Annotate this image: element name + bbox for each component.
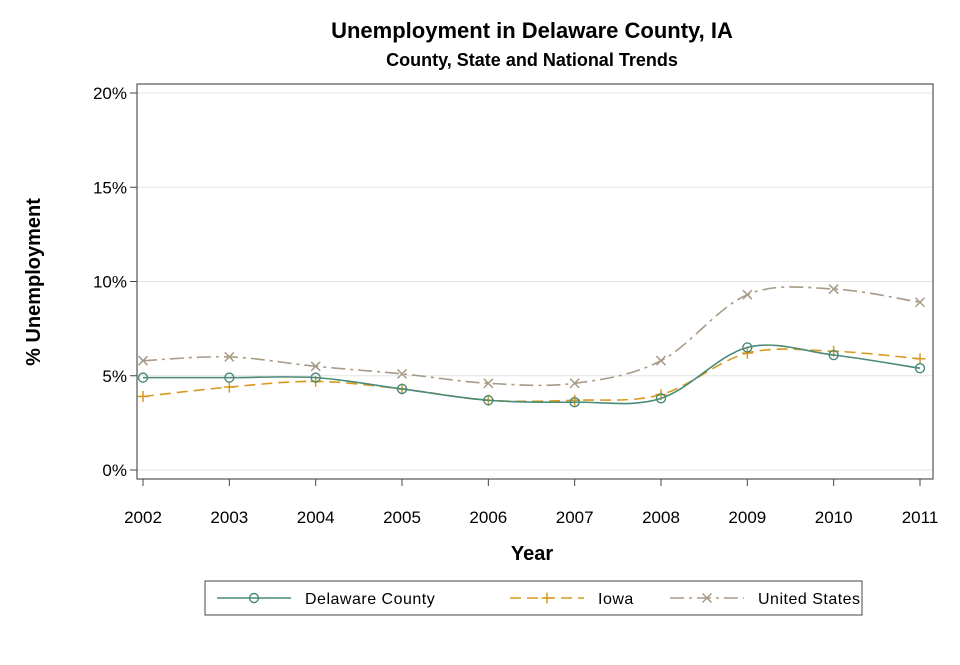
x-tick-label: 2008 bbox=[642, 508, 680, 527]
x-tick-label: 2007 bbox=[556, 508, 594, 527]
x-tick-label: 2004 bbox=[297, 508, 335, 527]
x-tick-label: 2009 bbox=[728, 508, 766, 527]
legend-item-united-states: United States bbox=[670, 591, 861, 608]
legend-label: United States bbox=[758, 591, 861, 608]
y-tick-label: 0% bbox=[102, 461, 127, 480]
data-point-delaware-county bbox=[914, 363, 926, 374]
data-point-united-states bbox=[569, 378, 580, 389]
data-point-united-states bbox=[483, 378, 494, 389]
y-axis: 0% 5% 10% 15% 20% bbox=[93, 84, 137, 480]
chart-title: Unemployment in Delaware County, IA bbox=[331, 18, 733, 43]
data-point-united-states bbox=[655, 355, 667, 366]
y-tick-label: 20% bbox=[93, 84, 127, 103]
y-axis-label: % Unemployment bbox=[23, 198, 45, 366]
y-tick-label: 15% bbox=[93, 178, 127, 197]
data-point-delaware-county bbox=[137, 372, 149, 383]
series-group bbox=[137, 284, 926, 408]
data-point-united-states bbox=[396, 368, 408, 379]
y-tick-label: 5% bbox=[102, 367, 127, 386]
data-point-delaware-county bbox=[396, 383, 408, 395]
x-tick-label: 2006 bbox=[469, 508, 507, 527]
data-point-united-states bbox=[310, 361, 321, 372]
data-point-iowa bbox=[914, 353, 926, 365]
x-tick-label: 2011 bbox=[902, 508, 939, 527]
series-line-united-states bbox=[142, 286, 921, 387]
data-point-united-states bbox=[224, 351, 235, 362]
legend-marker bbox=[248, 592, 260, 604]
x-tick-label: 2010 bbox=[815, 508, 853, 527]
legend-label: Delaware County bbox=[305, 591, 435, 608]
data-point-united-states bbox=[828, 284, 839, 295]
data-point-delaware-county bbox=[828, 349, 839, 361]
data-point-delaware-county bbox=[310, 372, 321, 383]
series-line-iowa bbox=[142, 348, 921, 403]
legend-marker bbox=[701, 592, 713, 604]
data-point-delaware-county bbox=[742, 342, 753, 353]
legend-marker bbox=[541, 592, 553, 604]
data-point-united-states bbox=[914, 297, 926, 308]
grid bbox=[137, 92, 933, 471]
x-tick-label: 2002 bbox=[124, 508, 162, 527]
data-point-iowa bbox=[137, 390, 149, 402]
data-point-delaware-county bbox=[569, 396, 580, 408]
series-line-delaware-county bbox=[142, 344, 921, 405]
legend-item-delaware-county: Delaware County bbox=[217, 591, 435, 608]
legend-item-iowa: Iowa bbox=[510, 591, 634, 608]
x-axis-label: Year bbox=[511, 543, 553, 565]
y-tick-label: 10% bbox=[93, 273, 127, 292]
x-tick-label: 2005 bbox=[383, 508, 421, 527]
legend-label: Iowa bbox=[598, 591, 634, 608]
x-tick-label: 2003 bbox=[210, 508, 248, 527]
data-point-iowa bbox=[741, 347, 753, 359]
data-point-delaware-county bbox=[483, 395, 494, 406]
data-point-united-states bbox=[137, 355, 149, 366]
data-point-iowa bbox=[223, 381, 235, 393]
x-axis: 2002 2003 2004 2005 2006 2007 2008 2009 2010 2011 bbox=[124, 479, 938, 527]
chart-subtitle: County, State and National Trends bbox=[386, 50, 678, 70]
data-point-delaware-county bbox=[224, 372, 235, 383]
data-point-united-states bbox=[742, 289, 753, 300]
legend: Delaware County Iowa United States bbox=[204, 580, 863, 616]
data-point-delaware-county bbox=[655, 393, 667, 404]
